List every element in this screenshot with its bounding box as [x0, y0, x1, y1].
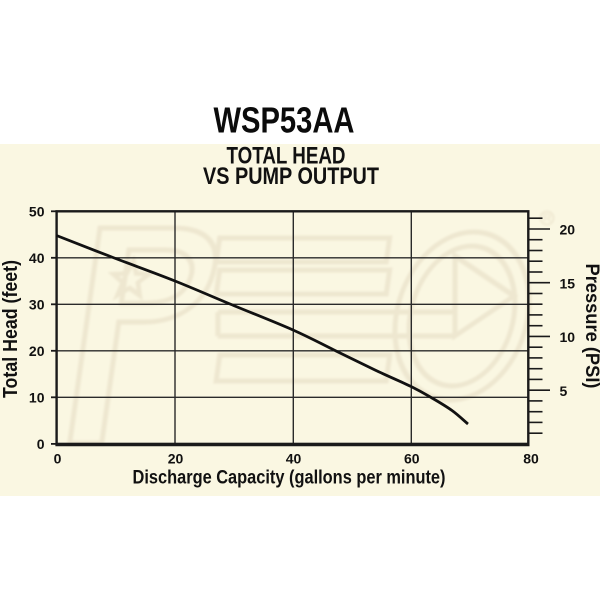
svg-text:40: 40: [29, 250, 45, 266]
svg-text:Pressure (PSI): Pressure (PSI): [581, 264, 600, 389]
svg-text:20: 20: [560, 222, 576, 238]
svg-text:30: 30: [29, 297, 45, 313]
svg-text:80: 80: [523, 451, 539, 467]
svg-text:40: 40: [286, 451, 302, 467]
svg-text:20: 20: [29, 343, 45, 359]
svg-text:WSP53AA: WSP53AA: [214, 100, 355, 141]
svg-text:10: 10: [560, 329, 576, 345]
svg-text:20: 20: [168, 451, 184, 467]
svg-text:Discharge Capacity (gallons pe: Discharge Capacity (gallons per minute): [133, 468, 446, 489]
svg-text:5: 5: [560, 383, 568, 399]
svg-text:VS PUMP OUTPUT: VS PUMP OUTPUT: [203, 163, 379, 190]
svg-text:10: 10: [29, 390, 45, 406]
svg-text:50: 50: [29, 204, 45, 220]
svg-text:0: 0: [54, 451, 62, 467]
svg-text:TOTAL HEAD: TOTAL HEAD: [227, 143, 346, 170]
svg-text:15: 15: [560, 275, 576, 291]
svg-text:60: 60: [404, 451, 420, 467]
svg-text:0: 0: [37, 436, 45, 452]
svg-text:Total Head (feet): Total Head (feet): [0, 260, 22, 398]
